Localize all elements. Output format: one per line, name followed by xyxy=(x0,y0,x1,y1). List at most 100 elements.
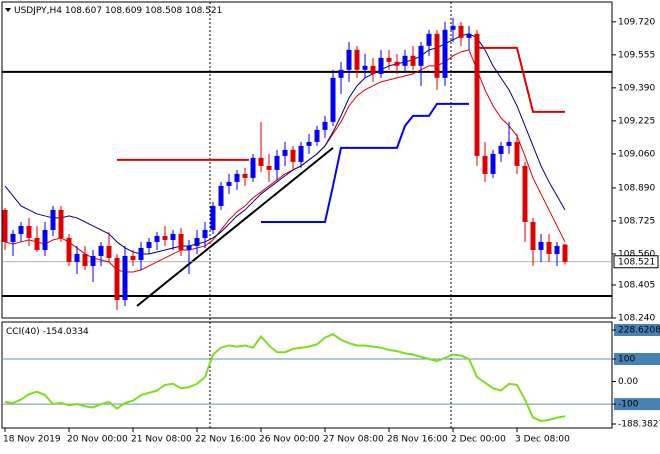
candle-body xyxy=(98,245,104,256)
y-tick-label: 100 xyxy=(618,354,635,364)
candle-body xyxy=(498,145,504,154)
candle-body xyxy=(346,49,352,70)
candle-body xyxy=(522,165,528,222)
candle-body xyxy=(562,244,568,262)
close: 108.521 xyxy=(185,6,222,16)
candle-body xyxy=(90,255,96,266)
candle-body xyxy=(322,121,328,130)
candle-body xyxy=(266,165,272,170)
candle-body xyxy=(130,255,136,260)
candle-body xyxy=(234,173,240,182)
candle-body xyxy=(2,209,8,242)
candle-body xyxy=(378,57,384,74)
indicator-line xyxy=(261,102,469,223)
candle-body xyxy=(554,245,560,254)
candle-body xyxy=(82,253,88,266)
candle-body xyxy=(410,55,416,66)
y-tick-label: 108.560 xyxy=(618,249,655,259)
header: USDJPY,H4 108.607 108.609 108.508 108.52… xyxy=(14,6,222,16)
candle-body xyxy=(42,229,48,250)
candle-body xyxy=(362,65,368,70)
candle-body xyxy=(474,33,480,156)
candle-body xyxy=(458,25,464,38)
candle-body xyxy=(466,33,472,38)
x-tick-label: 3 Dec 08:00 xyxy=(515,435,570,445)
indicator-line xyxy=(477,46,565,113)
candle-body xyxy=(394,61,400,66)
symbol: USDJPY,H4 xyxy=(14,6,62,16)
candle-body xyxy=(442,29,448,78)
cci-title: CCI(40) xyxy=(6,327,40,337)
x-tick-label: 18 Nov 2019 xyxy=(3,435,61,445)
y-tick-label: 228.6208 xyxy=(618,326,660,336)
high: 108.609 xyxy=(105,6,142,16)
y-tick-label: 109.225 xyxy=(618,116,655,126)
candle-body xyxy=(202,229,208,238)
candle-body xyxy=(242,173,248,178)
low: 108.508 xyxy=(145,6,182,16)
candle-body xyxy=(250,157,256,178)
candle-body xyxy=(354,49,360,70)
trend-line xyxy=(136,147,334,307)
candle-body xyxy=(170,233,176,240)
x-tick-label: 28 Nov 16:00 xyxy=(387,435,448,445)
candle-body xyxy=(138,247,144,260)
candle-body xyxy=(194,237,200,246)
y-tick-label: 108.725 xyxy=(618,216,655,226)
y-tick-label: 108.890 xyxy=(618,183,655,193)
candle-body xyxy=(330,77,336,122)
candle-body xyxy=(290,149,296,162)
indicator-line xyxy=(4,49,566,273)
candle-body xyxy=(506,141,512,146)
candle-body xyxy=(514,141,520,166)
candle-body xyxy=(226,181,232,186)
candle-body xyxy=(210,205,216,230)
candle-body xyxy=(274,155,280,170)
y-tick-label: -100 xyxy=(618,400,639,410)
candle-body xyxy=(482,155,488,174)
open: 108.607 xyxy=(65,6,102,16)
candle-body xyxy=(186,245,192,250)
candle-body xyxy=(450,25,456,30)
candle-body xyxy=(314,129,320,142)
y-tick-label: 108.405 xyxy=(618,280,655,290)
candle-body xyxy=(306,141,312,146)
candle-body xyxy=(546,241,552,254)
tick-label-bg xyxy=(614,398,660,411)
x-tick-label: 22 Nov 16:00 xyxy=(195,435,256,445)
cci-pane xyxy=(1,321,613,429)
x-tick-label: 21 Nov 08:00 xyxy=(131,435,192,445)
candle-body xyxy=(122,255,128,300)
candle-body xyxy=(426,33,432,46)
candle-body xyxy=(418,45,424,66)
candle-body xyxy=(154,235,160,242)
y-tick-label: 109.060 xyxy=(618,149,655,159)
candle-body xyxy=(106,245,112,258)
cci-header: CCI(40) -154.0334 xyxy=(6,327,89,337)
candle-body xyxy=(218,185,224,206)
y-tick-label: 109.390 xyxy=(618,83,655,93)
x-tick-label: 27 Nov 08:00 xyxy=(323,435,384,445)
candle-body xyxy=(178,233,184,250)
indicator-line xyxy=(4,33,566,255)
y-tick-label: 109.720 xyxy=(618,17,655,27)
candle-body xyxy=(114,257,120,300)
header-icon xyxy=(5,8,11,12)
candle-body xyxy=(282,149,288,156)
x-tick-label: 2 Dec 00:00 xyxy=(451,435,506,445)
candle-body xyxy=(530,221,536,250)
x-tick-label: 20 Nov 00:00 xyxy=(67,435,128,445)
candle-body xyxy=(50,209,56,230)
candle-body xyxy=(298,145,304,162)
cci-line xyxy=(4,333,566,423)
candle-body xyxy=(434,33,440,78)
candle-body xyxy=(490,153,496,174)
price-tag xyxy=(613,255,659,269)
y-tick-label: -188.3827 xyxy=(618,420,660,430)
cci-value: -154.0334 xyxy=(43,327,89,337)
y-tick-label: 108.240 xyxy=(618,314,655,324)
candle-body xyxy=(74,253,80,262)
y-tick-label: 0.00 xyxy=(618,377,638,387)
candle-body xyxy=(58,209,64,238)
